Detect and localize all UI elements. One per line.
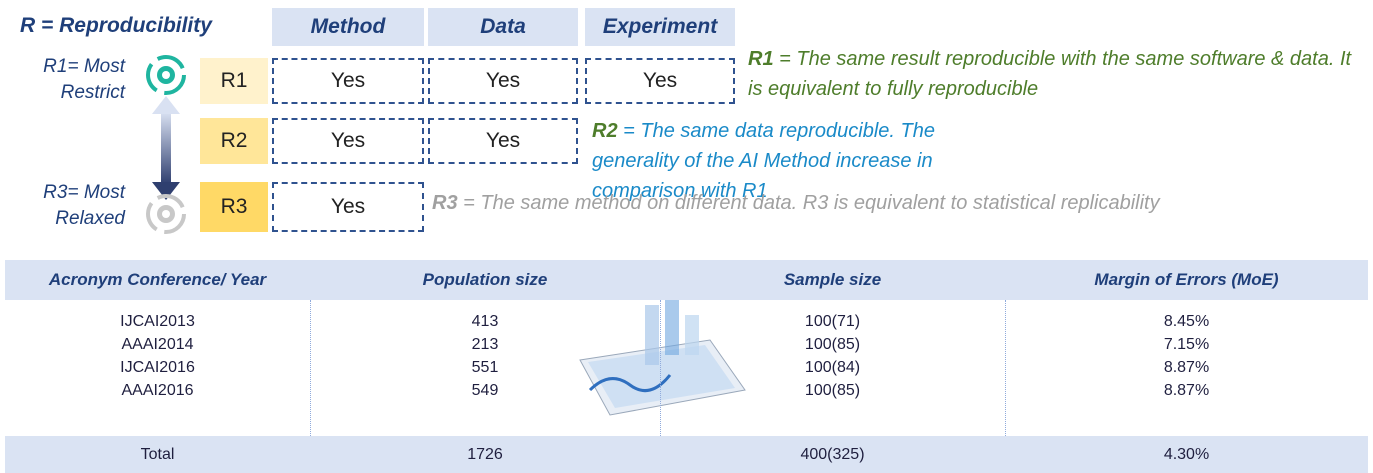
table-cell: 8.87% <box>1005 359 1368 377</box>
note-text: = The same result reproducible with the … <box>748 48 1351 100</box>
table-cell: 8.45% <box>1005 313 1368 331</box>
table-header: Margin of Errors (MoE) <box>1005 270 1368 290</box>
table-cell: 8.87% <box>1005 382 1368 400</box>
table-header: Sample size <box>660 270 1005 290</box>
column-header: Method <box>272 8 424 46</box>
table-cell: 100(85) <box>660 336 1005 354</box>
table-cell: 100(71) <box>660 313 1005 331</box>
cell: Yes <box>428 118 578 164</box>
level-label: R3= Most Relaxed <box>15 180 125 232</box>
table-cell: IJCAI2013 <box>5 313 310 331</box>
table-cell: AAAI2014 <box>5 336 310 354</box>
table-cell: 100(85) <box>660 382 1005 400</box>
table-cell: 7.15% <box>1005 336 1368 354</box>
row-label: R3 <box>200 182 268 232</box>
cell: Yes <box>272 118 424 164</box>
note: R3 = The same method on different data. … <box>432 188 1372 218</box>
table-header: Acronym Conference/ Year <box>5 270 310 290</box>
cell: Yes <box>428 58 578 104</box>
legend-title: R = Reproducibility <box>20 14 212 38</box>
row-label: R1 <box>200 58 268 104</box>
column-header: Data <box>428 8 578 46</box>
note-text: = The same method on different data. R3 … <box>463 192 1159 214</box>
cell: Yes <box>585 58 735 104</box>
table-total-cell: 400(325) <box>660 446 1005 464</box>
row-label: R2 <box>200 118 268 164</box>
note-key: R1 <box>748 48 774 70</box>
table-header: Population size <box>310 270 660 290</box>
table-cell: 549 <box>310 382 660 400</box>
table-cell: IJCAI2016 <box>5 359 310 377</box>
cell: Yes <box>272 58 424 104</box>
table-cell: AAAI2016 <box>5 382 310 400</box>
table-total-cell: 4.30% <box>1005 446 1368 464</box>
table-cell: 551 <box>310 359 660 377</box>
column-header: Experiment <box>585 8 735 46</box>
level-label: R1= Most Restrict <box>15 54 125 106</box>
table-total-cell: 1726 <box>310 446 660 464</box>
table-cell: 413 <box>310 313 660 331</box>
note-key: R3 <box>432 192 458 214</box>
note-key: R2 <box>592 120 618 142</box>
table-cell: 213 <box>310 336 660 354</box>
table-total-cell: Total <box>5 446 310 464</box>
level-icons <box>138 50 198 240</box>
note: R1 = The same result reproducible with t… <box>748 44 1368 104</box>
table-cell: 100(84) <box>660 359 1005 377</box>
cell: Yes <box>272 182 424 232</box>
page: R = Reproducibility Method Data Experime… <box>0 0 1373 473</box>
